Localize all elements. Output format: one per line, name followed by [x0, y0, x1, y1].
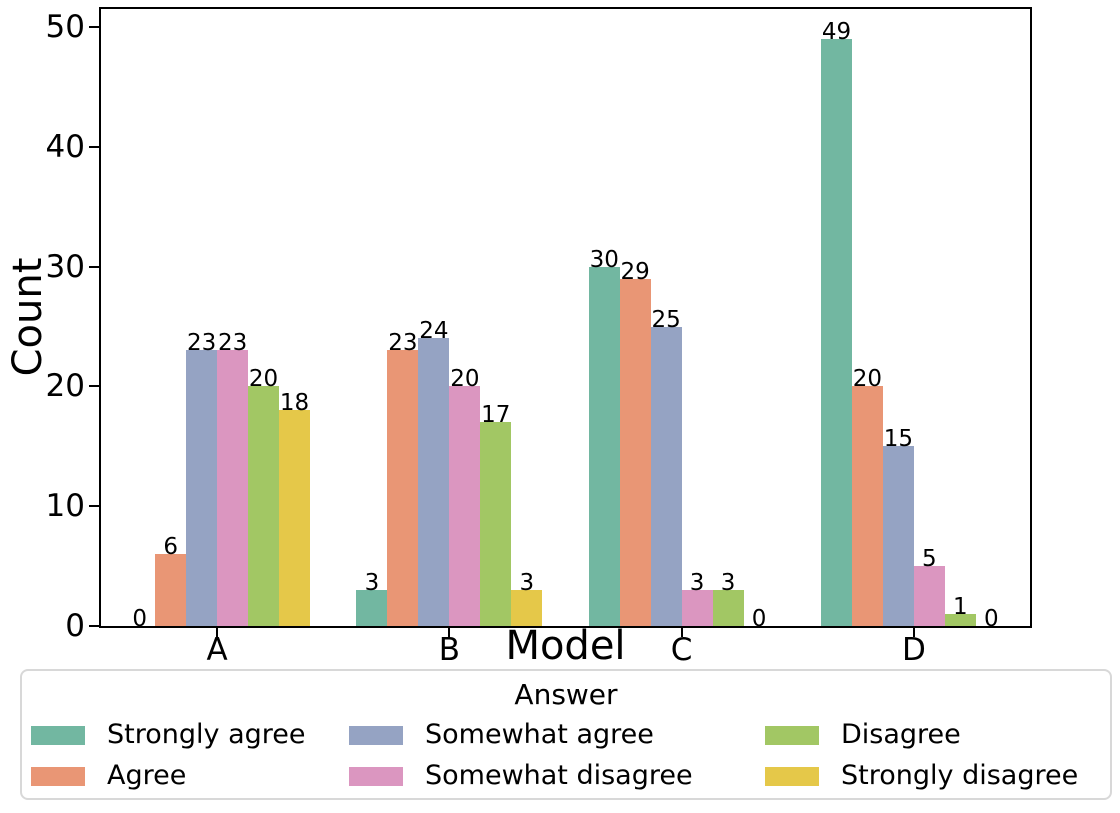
bar-value-label: 15: [883, 426, 914, 453]
bar-B-somewhat-agree: [418, 338, 450, 626]
legend-title: Answer: [514, 678, 618, 711]
bar-A-somewhat-disagree: [217, 350, 249, 626]
bar-value-label: 20: [248, 366, 279, 393]
bar-value-label: 20: [852, 366, 883, 393]
bar-value-label: 23: [388, 330, 418, 357]
x-tick-label: D: [901, 632, 926, 668]
legend-label: Disagree: [841, 719, 961, 750]
bar-value-label: 23: [217, 330, 248, 357]
legend-label: Agree: [107, 760, 187, 791]
y-tick-mark: [89, 625, 101, 627]
bar-value-label: 5: [922, 546, 937, 573]
bar-value-label: 1: [952, 594, 968, 621]
x-tick-mark: [680, 628, 683, 637]
x-tick-mark: [448, 628, 451, 637]
legend-item-disagree: Disagree: [765, 715, 961, 755]
plot-area: 0 6 23 23 20 18 3 23 24 20 17 3 30 29 25 3 3 0 49 20 15 5 1 0: [99, 7, 1032, 632]
bar-value-label: 23: [187, 330, 217, 357]
legend-swatch: [31, 725, 85, 745]
bar-value-label: 18: [279, 390, 310, 417]
bar-A-disagree: [248, 386, 280, 626]
legend-item-agree: Agree: [31, 756, 186, 796]
bar-value-label: 3: [364, 570, 380, 597]
legend-swatch: [765, 725, 819, 745]
y-tick-label: 50: [45, 8, 85, 45]
x-tick-label: C: [670, 632, 693, 668]
legend-item-somewhat-disagree: Somewhat disagree: [349, 756, 693, 796]
bar-B-strongly-disagree: [511, 590, 543, 626]
bar-B-agree: [387, 350, 419, 626]
bar-A-agree: [155, 554, 187, 626]
bar-value-label: 3: [689, 570, 705, 597]
legend-item-strongly-agree: Strongly agree: [31, 715, 305, 755]
x-tick-mark: [912, 628, 915, 637]
bar-D-somewhat-agree: [882, 446, 914, 626]
legend-label: Somewhat disagree: [425, 760, 693, 791]
bar-C-strongly-agree: [588, 266, 620, 626]
bar-value-label: 30: [589, 246, 619, 273]
bar-value-label: 3: [519, 570, 535, 597]
y-tick-label: 0: [65, 608, 85, 644]
legend-swatch: [349, 725, 403, 745]
bar-value-label: 6: [163, 534, 178, 561]
bar-C-disagree: [712, 590, 744, 626]
bar-A-strongly-disagree: [279, 410, 310, 626]
y-tick-label: 30: [45, 248, 85, 285]
bar-value-label: 49: [821, 18, 852, 45]
y-tick-label: 20: [45, 368, 85, 405]
bar-D-disagree: [944, 614, 976, 626]
x-tick-label: A: [206, 632, 228, 668]
y-tick-mark: [89, 265, 101, 268]
bar-C-somewhat-agree: [650, 326, 682, 626]
bar-D-strongly-agree: [820, 38, 852, 626]
bar-value-label: 24: [419, 318, 449, 345]
legend-item-strongly-disagree: Strongly disagree: [765, 756, 1078, 796]
bar-value-label: 3: [720, 570, 736, 597]
x-tick-mark: [216, 628, 219, 637]
bar-D-somewhat-disagree: [913, 566, 945, 626]
legend-label: Somewhat agree: [425, 719, 654, 750]
bar-C-somewhat-disagree: [681, 590, 713, 626]
x-tick-label: B: [438, 632, 461, 668]
bar-value-label: 29: [620, 258, 650, 285]
bar-B-disagree: [480, 422, 512, 626]
bar-value-label: 25: [651, 306, 681, 333]
legend-swatch: [765, 766, 819, 786]
y-tick-mark: [89, 505, 101, 508]
y-tick-mark: [89, 25, 101, 28]
bar-value-label: 20: [450, 366, 480, 393]
bar-B-strongly-agree: [356, 590, 388, 626]
y-tick-label: 10: [45, 488, 85, 525]
bar-value-label: 0: [983, 606, 999, 632]
y-tick-label: 40: [45, 128, 85, 165]
legend-label: Strongly disagree: [841, 760, 1079, 791]
bar-value-label: 17: [481, 402, 511, 429]
y-tick-mark: [89, 145, 101, 148]
legend: Answer Strongly agree Agree Somewhat agree…: [20, 669, 1112, 800]
legend-swatch: [349, 766, 403, 786]
bar-C-agree: [619, 278, 651, 626]
legend-item-somewhat-agree: Somewhat agree: [349, 715, 654, 755]
bar-B-somewhat-disagree: [449, 386, 481, 626]
bar-D-agree: [851, 386, 883, 626]
bar-value-label: 0: [751, 606, 767, 632]
y-tick-mark: [89, 385, 101, 388]
bar-A-somewhat-agree: [186, 350, 218, 626]
bar-value-label: 0: [132, 606, 148, 632]
legend-label: Strongly agree: [107, 719, 306, 750]
legend-swatch: [31, 766, 85, 786]
